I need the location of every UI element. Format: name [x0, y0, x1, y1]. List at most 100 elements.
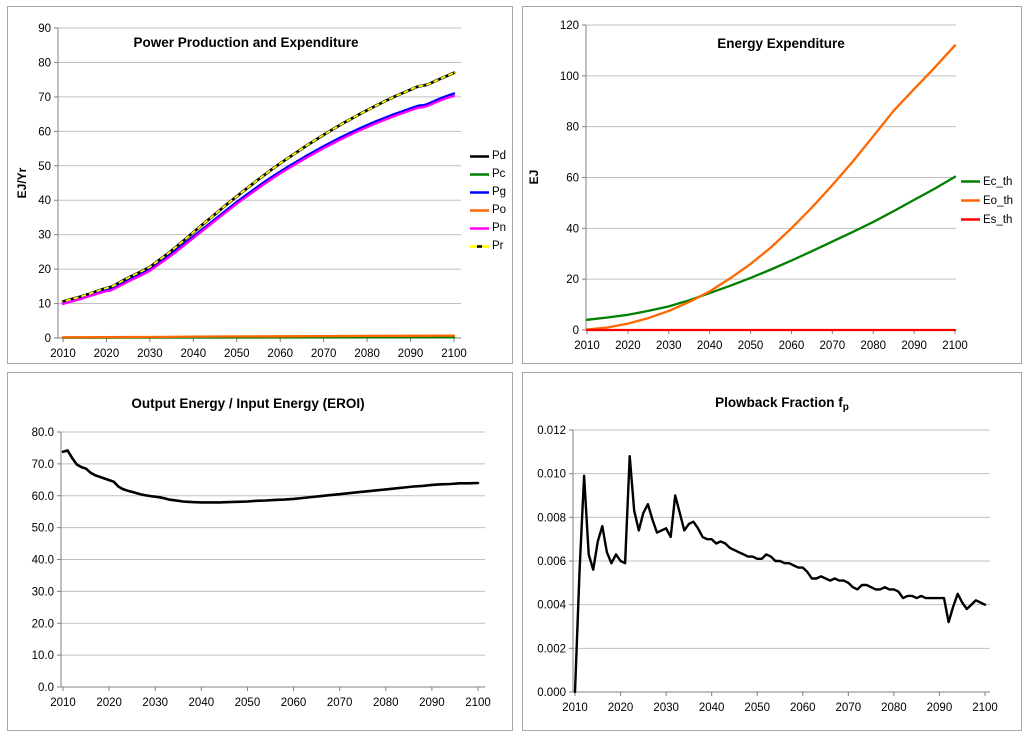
series-line-fp [573, 455, 987, 694]
series-line-Eo_th [585, 44, 957, 331]
x-tick-label: 2030 [653, 702, 679, 714]
series-line-EROI [61, 449, 480, 504]
legend-line-sample [470, 154, 489, 158]
x-tick-label: 2070 [311, 348, 337, 360]
x-tick-label: 2090 [927, 702, 953, 714]
x-tick-label: 2090 [901, 340, 927, 352]
x-tick-label: 2090 [419, 697, 445, 709]
y-tick-label: 0.004 [537, 600, 566, 612]
y-tick-label: 10.0 [32, 650, 54, 662]
y-tick-label: 50 [38, 161, 51, 173]
chart-title: Power Production and Expenditure [133, 35, 358, 53]
legend-entry: Pn [469, 219, 506, 237]
y-tick-label: 50.0 [32, 523, 54, 535]
legend-label: Es_th [983, 213, 1013, 226]
y-axis-title: EJ [527, 169, 541, 185]
chart-title: Plowback Fraction fp [715, 395, 849, 413]
legend-label: Pg [492, 186, 507, 198]
legend-line-sample [961, 180, 980, 183]
chart-title-text: Output Energy / Input Energy (EROI) [131, 396, 365, 411]
chart-panel-energy-expenditure: 0 20 40 60 80 100 120 2010 2020 2030 2040 2050 2060 2… [522, 6, 1022, 364]
x-tick-label: 2100 [465, 697, 491, 709]
x-tick-label: 2080 [881, 702, 907, 714]
series-line-Pn [61, 94, 456, 306]
plot-area: 0.0 10.0 20.0 30.0 40.0 50.0 60.0 70.0 80.0 2010 2… [32, 427, 491, 709]
x-tick-label: 2020 [96, 697, 122, 709]
chart-panel-eroi: 0.0 10.0 20.0 30.0 40.0 50.0 60.0 70.0 80.0 2010 2… [7, 372, 513, 731]
x-tick-label: 2040 [699, 702, 725, 714]
legend-entry: Eo_th [960, 191, 1013, 210]
y-tick-label: 60 [38, 126, 51, 138]
x-tick-label: 2050 [235, 697, 261, 709]
y-tick-label: 0.0 [38, 682, 54, 694]
chart-panel-plowback-fraction: 0.000 0.002 0.004 0.006 0.008 0.010 0.012 2010 2… [522, 372, 1022, 731]
legend-label: Pc [492, 168, 506, 180]
legend-entry: Pr [469, 237, 506, 255]
x-tick-label: 2050 [744, 702, 770, 714]
x-tick-label: 2050 [224, 348, 250, 360]
x-tick-label: 2010 [562, 702, 588, 714]
legend-line-sample [470, 172, 489, 176]
x-tick-label: 2060 [779, 340, 805, 352]
y-tick-label: 20 [566, 274, 579, 286]
x-tick-label: 2100 [942, 340, 968, 352]
x-tick-label: 2020 [615, 340, 641, 352]
series-line-Ec_th [585, 175, 957, 321]
y-tick-label: 90 [38, 23, 51, 35]
legend-label: Pd [492, 150, 507, 162]
legend-entry: Pc [469, 165, 506, 183]
chart-title: Energy Expenditure [717, 36, 845, 54]
chart-title-text: Power Production and Expenditure [133, 35, 359, 50]
x-tick-label: 2040 [181, 348, 207, 360]
chart-title-text: Energy Expenditure [717, 36, 845, 51]
y-tick-label: 20.0 [32, 618, 54, 630]
x-tick-label: 2010 [50, 348, 76, 360]
y-axis-title: EJ/Yr [15, 167, 29, 199]
y-tick-label: 20 [38, 264, 51, 276]
legend-label: Pr [492, 240, 504, 252]
chart-title-text: Plowback Fraction f [715, 395, 843, 410]
y-tick-label: 0.006 [537, 556, 566, 568]
legend-entry: Pd [469, 147, 506, 165]
y-tick-label: 0.008 [537, 512, 566, 524]
y-tick-label: 80 [566, 122, 579, 134]
legend-label: Ec_th [983, 175, 1013, 188]
x-tick-label: 2080 [354, 348, 380, 360]
x-tick-label: 2090 [398, 348, 424, 360]
legend-line-sample [470, 190, 489, 194]
y-tick-label: 0 [573, 325, 579, 337]
legend-line-sample [961, 199, 980, 202]
legend-line-sample [470, 226, 489, 230]
y-tick-label: 70 [38, 92, 51, 104]
x-tick-label: 2100 [972, 702, 998, 714]
legend-label: Pn [492, 222, 507, 234]
x-tick-label: 2020 [608, 702, 634, 714]
x-tick-label: 2040 [697, 340, 723, 352]
y-tick-label: 0.002 [537, 643, 566, 655]
x-tick-label: 2070 [836, 702, 862, 714]
x-tick-label: 2030 [137, 348, 163, 360]
legend: Ec_th Eo_th Es_th [960, 172, 1013, 229]
y-tick-label: 30.0 [32, 586, 54, 598]
legend-entry: Ec_th [960, 172, 1013, 191]
legend-entry: Pg [469, 183, 506, 201]
y-tick-label: 30 [38, 230, 51, 242]
x-tick-label: 2060 [790, 702, 816, 714]
x-tick-label: 2060 [281, 697, 307, 709]
y-tick-label: 0.010 [537, 469, 566, 481]
x-tick-label: 2080 [373, 697, 399, 709]
legend-label: Po [492, 204, 507, 216]
legend-line-sample [961, 218, 980, 221]
series-line-Po [61, 334, 456, 339]
y-tick-label: 120 [560, 20, 579, 32]
y-tick-label: 40 [566, 223, 579, 235]
legend-entry: Po [469, 201, 506, 219]
y-tick-label: 10 [38, 299, 51, 311]
series-line-Pr-dash-markers [62, 71, 455, 303]
x-tick-label: 2060 [267, 348, 293, 360]
chart-panel-power-production: 0 10 20 30 40 50 60 70 80 90 2010 2020 2030 2040 2050 2… [7, 6, 513, 364]
plot-area: 0.000 0.002 0.004 0.006 0.008 0.010 0.012 2010 2… [537, 425, 998, 714]
legend-line-sample [470, 208, 489, 212]
legend-line-sample [470, 244, 489, 248]
